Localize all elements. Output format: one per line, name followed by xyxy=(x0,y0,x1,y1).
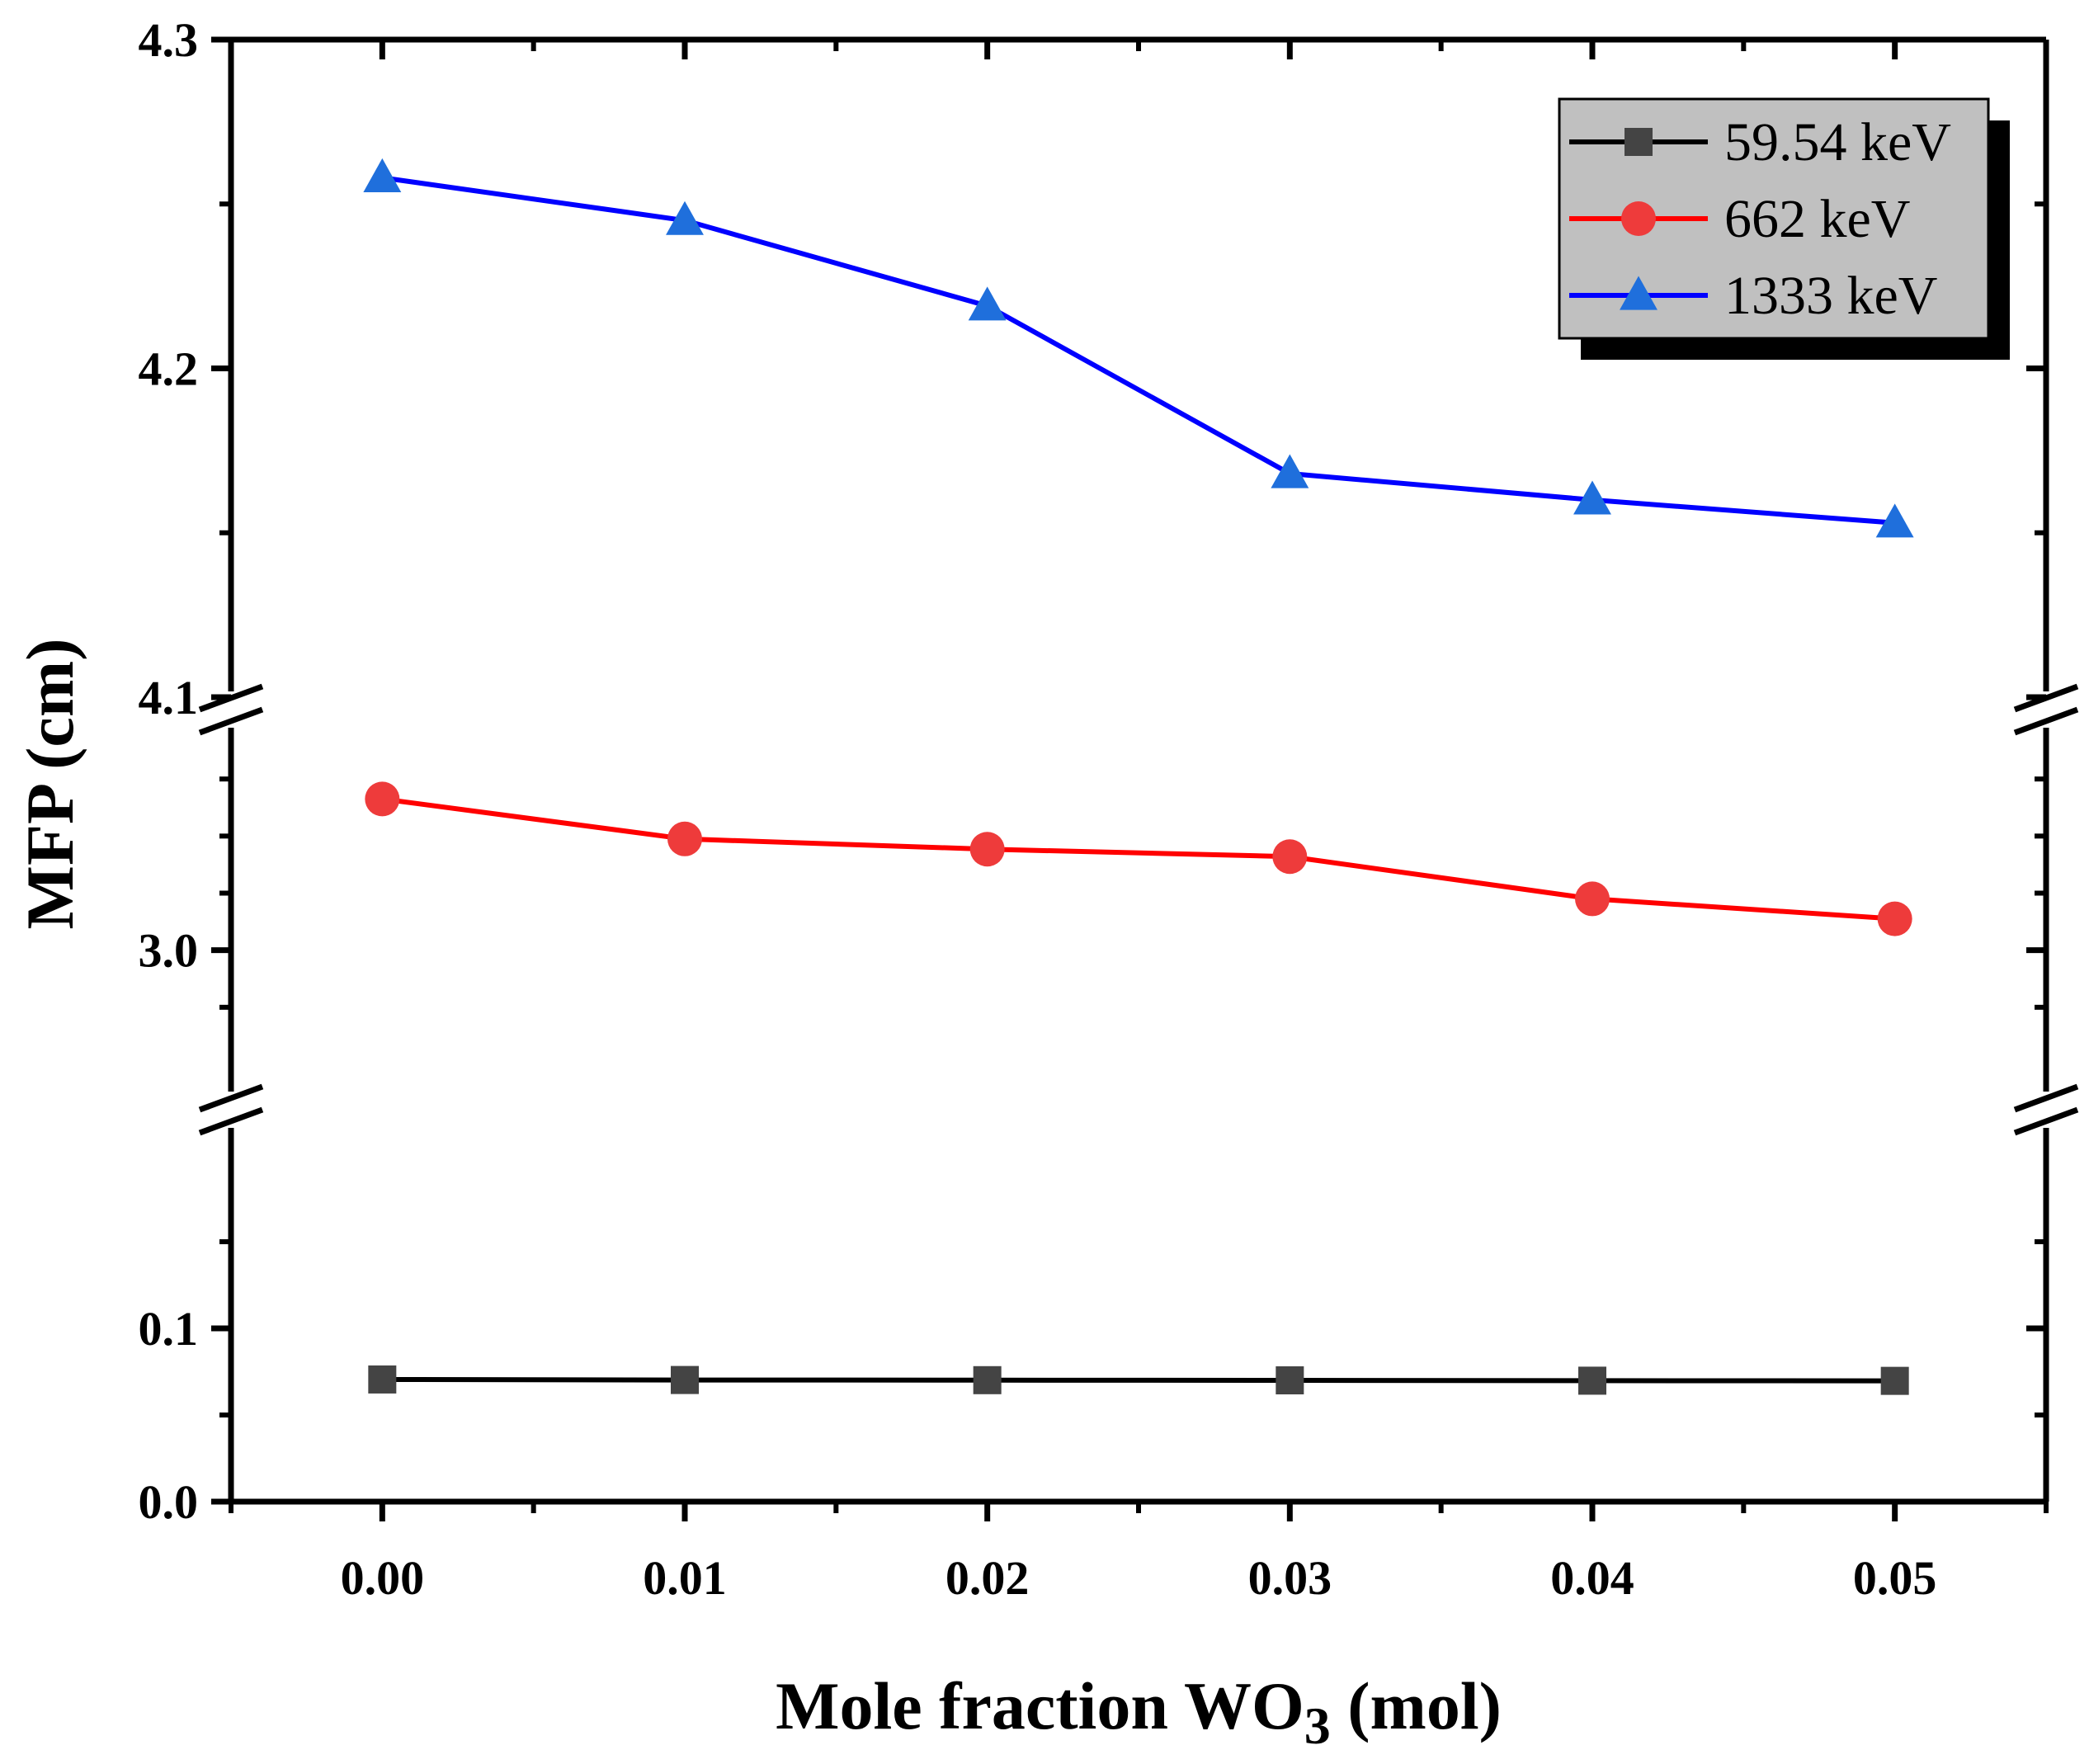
axis-break-mark-0-right-0 xyxy=(2013,1083,2079,1113)
axis-break-mark-0-left-1 xyxy=(198,1106,264,1136)
legend-label-1: 662 keV xyxy=(1724,189,1910,249)
legend: 59.54 keV 662 keV 1333 keV xyxy=(1558,97,2010,360)
data-point-2-1 xyxy=(666,200,704,235)
data-point-2-2 xyxy=(968,286,1007,321)
legend-marker-2 xyxy=(1620,276,1658,310)
y-tick-label-0-1: 0.1 xyxy=(139,1302,199,1356)
data-point-0-1 xyxy=(671,1365,699,1394)
data-point-1-4 xyxy=(1575,881,1610,917)
x-tick-label-1: 0.01 xyxy=(643,1551,727,1605)
series-line-2 xyxy=(381,175,1895,526)
data-point-0-2 xyxy=(973,1365,1002,1394)
y-tick-label-0-0: 0.0 xyxy=(139,1475,199,1529)
series-line-0 xyxy=(382,1376,1895,1384)
y-tick-label-2-2: 4.3 xyxy=(139,13,199,67)
x-tick-label-4: 0.04 xyxy=(1550,1551,1634,1605)
axis-ticks: 0.00 0.01 0.02 0.03 0.04 0.05 0.0 0.1 3.0 4.1 4.2 4… xyxy=(139,13,2049,1605)
x-axis-title-tail: (mol) xyxy=(1331,1668,1502,1743)
data-point-1-5 xyxy=(1877,901,1912,936)
y-axis-title: MFP (cm) xyxy=(12,639,87,930)
data-point-1-0 xyxy=(365,781,400,817)
x-axis-title-subscript: 3 xyxy=(1304,1696,1331,1755)
data-point-2-5 xyxy=(1875,503,1914,538)
axis-break-mark-0-left-0 xyxy=(198,1083,264,1113)
x-axis-title-main: Mole fraction WO xyxy=(776,1668,1304,1743)
legend-marker-1 xyxy=(1621,201,1656,236)
axis-break-mark-1-left-1 xyxy=(198,706,264,736)
data-point-0-0 xyxy=(368,1365,397,1394)
data-point-1-1 xyxy=(667,821,702,856)
data-point-1-3 xyxy=(1272,839,1308,875)
data-point-1-2 xyxy=(969,832,1005,867)
legend-label-0: 59.54 keV xyxy=(1724,112,1951,172)
x-tick-label-2: 0.02 xyxy=(945,1551,1030,1605)
series-line-1 xyxy=(381,796,1895,922)
data-point-0-3 xyxy=(1276,1366,1304,1394)
y-tick-label-2-1: 4.2 xyxy=(139,342,199,396)
series-group xyxy=(363,158,1914,1395)
legend-label-2: 1333 keV xyxy=(1724,266,1937,326)
y-tick-label-1-0: 3.0 xyxy=(139,924,199,978)
axis-break-mark-0-right-1 xyxy=(2013,1106,2079,1136)
y-tick-label-2-0: 4.1 xyxy=(139,671,199,724)
data-point-2-4 xyxy=(1573,480,1611,515)
data-point-2-3 xyxy=(1271,454,1309,488)
x-tick-label-0: 0.00 xyxy=(341,1551,425,1605)
x-axis-title: Mole fraction WO3 (mol) xyxy=(776,1668,1502,1755)
data-point-2-0 xyxy=(363,158,402,192)
x-tick-label-5: 0.05 xyxy=(1853,1551,1937,1605)
data-point-0-5 xyxy=(1880,1366,1909,1395)
axis-break-mark-1-right-1 xyxy=(2013,706,2079,736)
x-tick-label-3: 0.03 xyxy=(1248,1551,1332,1605)
data-point-0-4 xyxy=(1578,1366,1606,1395)
legend-marker-0 xyxy=(1625,128,1653,156)
